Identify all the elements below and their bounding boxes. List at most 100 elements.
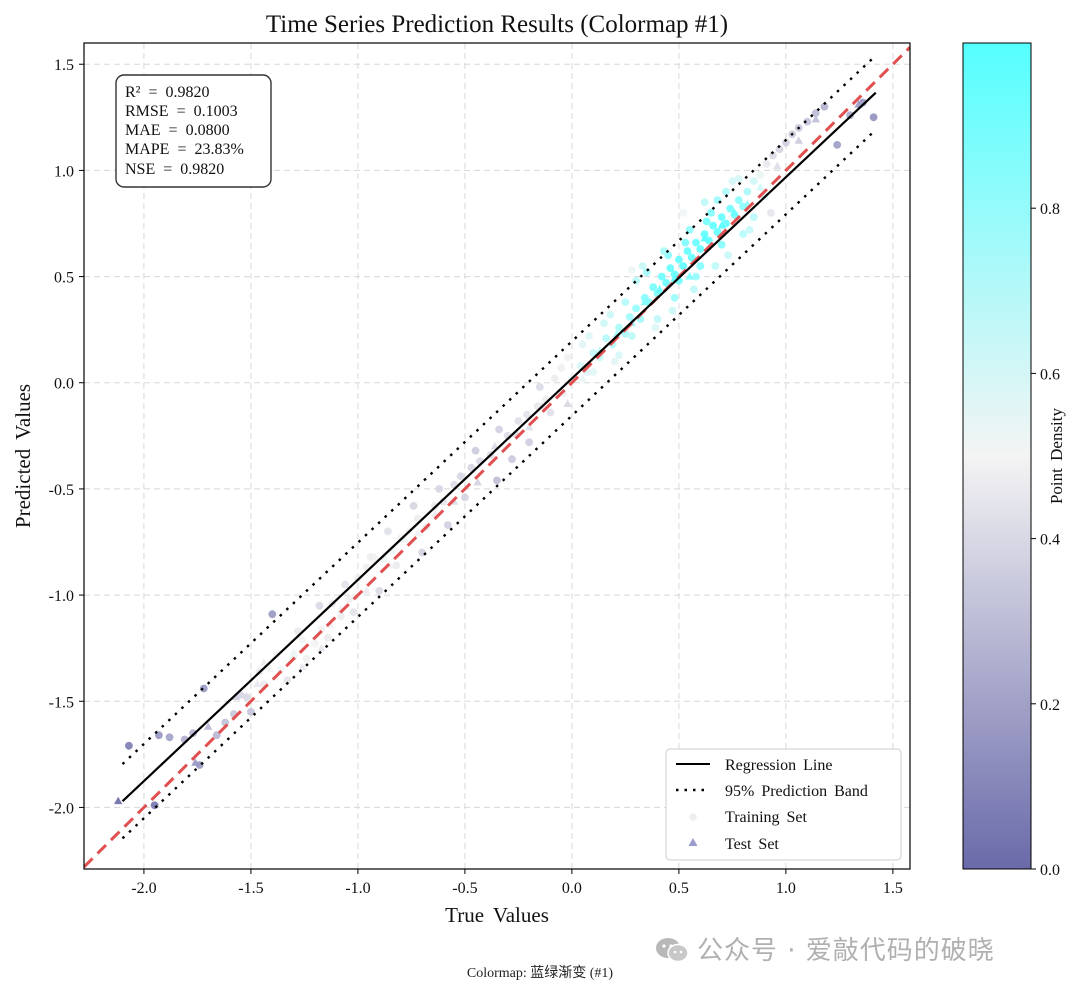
test-point-5 xyxy=(259,658,268,666)
y-tick-label-0: -2.0 xyxy=(49,800,74,817)
legend-regression-label: Regression Line xyxy=(725,757,832,774)
x-tick-label-4: 0.0 xyxy=(562,880,582,897)
training-point-148 xyxy=(435,485,444,493)
training-point-87 xyxy=(782,138,790,147)
y-axis: -2.0 -1.5 -1.0 -0.5 0.0 0.5 1.0 1.5 xyxy=(49,57,84,817)
regression-line xyxy=(121,91,877,803)
x-axis: -2.0 -1.5 -1.0 -0.5 0.0 0.5 1.0 1.5 xyxy=(131,869,903,897)
training-point-86 xyxy=(775,145,784,154)
training-point-69 xyxy=(692,238,700,247)
training-point-96 xyxy=(869,113,878,122)
metrics-box: R² = 0.9820 RMSE = 0.1003 MAE = 0.0800 M… xyxy=(115,74,272,188)
watermark-text: 公众号 · 爱敲代码的破晓 xyxy=(697,936,995,966)
metric-mape: MAPE = 23.83% xyxy=(125,141,244,158)
training-point-120 xyxy=(546,408,555,417)
training-point-103 xyxy=(670,293,679,302)
colorbar-ticks: 0.0 0.2 0.4 0.6 0.8 xyxy=(1031,201,1060,879)
y-tick-label-2: -1.0 xyxy=(49,588,74,605)
test-point-2 xyxy=(203,722,213,730)
data-marks xyxy=(84,46,910,868)
training-point-131 xyxy=(690,285,698,294)
test-point-4 xyxy=(253,679,262,688)
training-point-33 xyxy=(456,472,465,481)
x-tick-label-5: 0.5 xyxy=(669,880,689,897)
training-point-21 xyxy=(354,574,362,582)
training-point-65 xyxy=(675,255,683,264)
test-point-25 xyxy=(563,399,572,407)
training-point-102 xyxy=(717,240,726,249)
training-point-37 xyxy=(495,425,503,434)
training-point-125 xyxy=(700,198,709,207)
training-point-121 xyxy=(627,266,636,275)
metric-r2: R² = 0.9820 xyxy=(125,84,210,101)
training-point-73 xyxy=(709,221,717,230)
training-point-153 xyxy=(375,586,384,595)
training-point-155 xyxy=(349,608,358,616)
legend-training-label: Training Set xyxy=(725,809,808,826)
colorbar: 0.0 0.2 0.4 0.6 0.8 Point Density xyxy=(962,42,1066,879)
training-point-53 xyxy=(621,330,630,338)
training-point-115 xyxy=(610,357,619,366)
training-point-141 xyxy=(535,383,544,391)
training-point-82 xyxy=(749,177,758,185)
grid xyxy=(84,43,910,869)
training-point-79 xyxy=(734,196,743,205)
band-lower xyxy=(121,128,877,840)
training-point-123 xyxy=(660,247,668,256)
test-point-39 xyxy=(773,161,782,170)
training-point-39 xyxy=(514,417,523,425)
training-point-145 xyxy=(471,446,480,455)
training-point-0 xyxy=(124,741,133,750)
training-point-152 xyxy=(384,527,392,536)
colorbar-tick-label-0: 0.0 xyxy=(1040,862,1060,879)
training-point-163 xyxy=(242,693,251,701)
training-point-68 xyxy=(687,253,696,262)
colorbar-tick-label-2: 0.4 xyxy=(1040,532,1060,549)
training-point-19 xyxy=(336,612,345,621)
x-tick-label-0: -2.0 xyxy=(131,880,156,897)
test-point-17 xyxy=(413,529,422,537)
training-point-113 xyxy=(632,276,640,285)
y-tick-label-7: 1.5 xyxy=(54,57,74,74)
y-tick-label-4: 0.0 xyxy=(54,376,74,393)
training-point-119 xyxy=(557,364,566,372)
training-point-63 xyxy=(666,264,675,272)
test-point-31 xyxy=(655,284,664,293)
x-tick-label-2: -1.0 xyxy=(345,880,370,897)
training-point-105 xyxy=(692,272,700,281)
legend-training-swatch xyxy=(688,812,698,822)
training-point-130 xyxy=(668,306,677,315)
training-point-122 xyxy=(638,262,647,270)
training-point-16 xyxy=(311,640,319,648)
legend-test-swatch xyxy=(688,838,698,846)
test-point-8 xyxy=(298,662,307,671)
test-point-3 xyxy=(231,692,241,700)
chat-bubble-icon xyxy=(656,938,689,963)
training-point-104 xyxy=(681,238,690,247)
training-point-77 xyxy=(726,204,735,213)
training-point-117 xyxy=(589,368,598,376)
training-point-43 xyxy=(550,374,559,383)
training-point-118 xyxy=(578,340,587,349)
training-point-81 xyxy=(743,187,752,196)
x-tick-label-3: -0.5 xyxy=(452,880,477,897)
test-point-16 xyxy=(400,535,410,543)
training-point-5 xyxy=(199,684,208,693)
test-point-36 xyxy=(730,208,739,216)
training-point-151 xyxy=(392,561,401,570)
training-point-67 xyxy=(683,247,692,256)
training-point-136 xyxy=(621,298,630,306)
training-point-156 xyxy=(341,580,349,589)
test-point-41 xyxy=(811,114,820,123)
training-point-147 xyxy=(443,521,452,529)
test-point-1 xyxy=(191,758,200,766)
metric-rmse: RMSE = 0.1003 xyxy=(125,103,238,120)
x-tick-label-7: 1.5 xyxy=(883,880,903,897)
training-point-109 xyxy=(728,177,737,185)
chart-title: Time Series Prediction Results (Colormap… xyxy=(266,11,728,38)
training-point-83 xyxy=(756,170,765,179)
training-point-15 xyxy=(298,635,307,644)
training-point-116 xyxy=(600,319,608,328)
colorbar-label: Point Density xyxy=(1047,407,1066,504)
y-tick-label-1: -1.5 xyxy=(49,694,74,711)
